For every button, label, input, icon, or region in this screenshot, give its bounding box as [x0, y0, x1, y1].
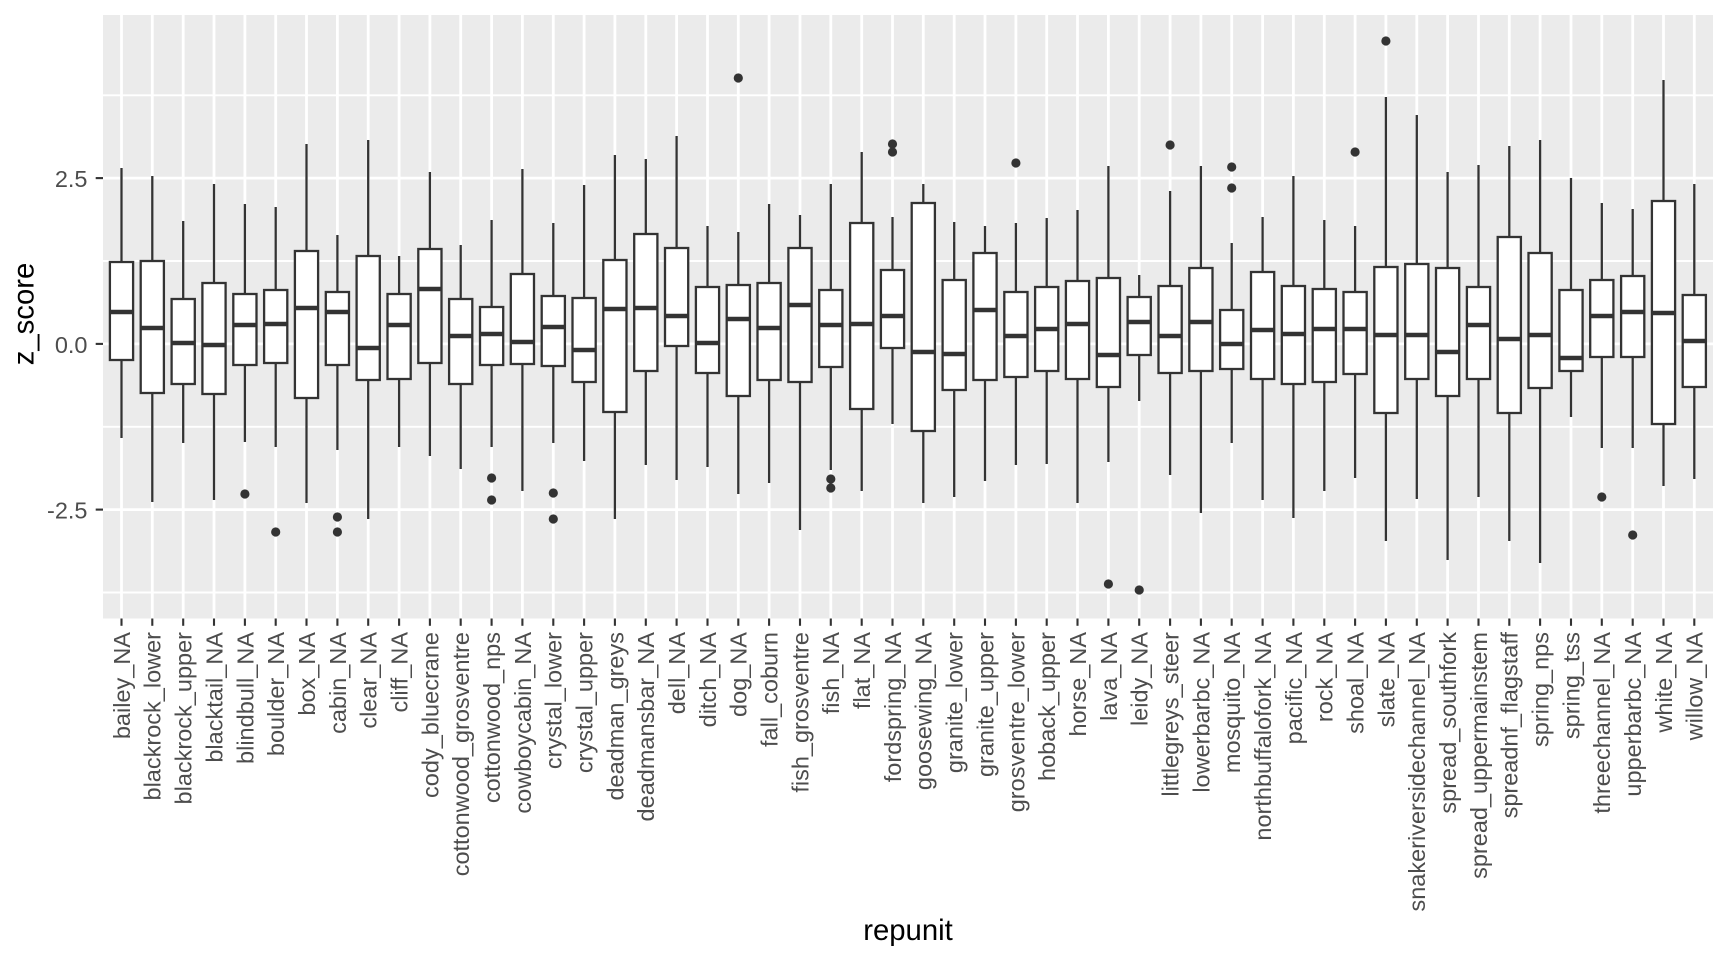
svg-text:flat_NA: flat_NA	[849, 632, 875, 709]
svg-text:deadmansbar_NA: deadmansbar_NA	[633, 632, 659, 822]
svg-text:boulder_NA: boulder_NA	[263, 632, 289, 756]
svg-text:willow_NA: willow_NA	[1682, 632, 1708, 742]
svg-text:rock_NA: rock_NA	[1312, 632, 1338, 722]
svg-text:cottonwood_grosventre: cottonwood_grosventre	[448, 632, 474, 876]
svg-text:spring_tss: spring_tss	[1558, 632, 1584, 739]
svg-text:fall_coburn: fall_coburn	[757, 632, 783, 747]
svg-text:spread_uppermainstem: spread_uppermainstem	[1466, 632, 1492, 879]
svg-text:repunit: repunit	[863, 914, 953, 947]
svg-text:cody_bluecrane: cody_bluecrane	[417, 632, 443, 798]
svg-text:snakeriversidechannel_NA: snakeriversidechannel_NA	[1404, 632, 1430, 912]
svg-text:threechannel_NA: threechannel_NA	[1589, 632, 1615, 814]
svg-text:horse_NA: horse_NA	[1065, 632, 1091, 737]
svg-text:slate_NA: slate_NA	[1373, 632, 1399, 728]
svg-text:lava_NA: lava_NA	[1096, 632, 1122, 721]
svg-text:blackrock_upper: blackrock_upper	[171, 632, 197, 805]
svg-text:hoback_upper: hoback_upper	[1034, 632, 1060, 781]
svg-text:deadman_greys: deadman_greys	[602, 632, 628, 801]
svg-text:blackrock_lower: blackrock_lower	[140, 632, 166, 801]
svg-text:granite_upper: granite_upper	[972, 632, 998, 777]
svg-text:crystal_lower: crystal_lower	[541, 632, 567, 769]
svg-text:blacktail_NA: blacktail_NA	[201, 632, 227, 763]
svg-text:mosquito_NA: mosquito_NA	[1219, 632, 1245, 773]
svg-text:white_NA: white_NA	[1651, 632, 1677, 734]
svg-text:upperbarbc_NA: upperbarbc_NA	[1620, 632, 1646, 797]
svg-text:pacific_NA: pacific_NA	[1281, 632, 1307, 745]
svg-text:cowboycabin_NA: cowboycabin_NA	[510, 632, 536, 814]
svg-text:0.0: 0.0	[55, 332, 88, 358]
svg-text:dell_NA: dell_NA	[664, 632, 690, 715]
svg-text:clear_NA: clear_NA	[356, 632, 382, 729]
svg-text:granite_lower: granite_lower	[942, 632, 968, 773]
svg-text:fish_NA: fish_NA	[818, 632, 844, 715]
svg-text:z_score: z_score	[8, 263, 41, 366]
svg-text:box_NA: box_NA	[294, 632, 320, 716]
svg-text:fish_grosventre: fish_grosventre	[787, 632, 813, 793]
svg-text:littlegreys_steer: littlegreys_steer	[1158, 632, 1184, 797]
svg-text:ditch_NA: ditch_NA	[695, 632, 721, 728]
svg-text:bailey_NA: bailey_NA	[109, 632, 135, 739]
svg-text:goosewing_NA: goosewing_NA	[911, 632, 937, 790]
svg-text:lowerbarbc_NA: lowerbarbc_NA	[1188, 632, 1214, 793]
svg-text:fordspring_NA: fordspring_NA	[880, 632, 906, 783]
svg-text:spread_southfork: spread_southfork	[1435, 632, 1461, 814]
svg-text:spring_nps: spring_nps	[1528, 632, 1554, 747]
svg-text:2.5: 2.5	[55, 166, 88, 192]
svg-text:leidy_NA: leidy_NA	[1127, 632, 1153, 726]
svg-text:blindbull_NA: blindbull_NA	[232, 632, 258, 764]
svg-text:spreadnf_flagstaff: spreadnf_flagstaff	[1497, 632, 1523, 819]
svg-text:shoal_NA: shoal_NA	[1343, 632, 1369, 734]
svg-text:cliff_NA: cliff_NA	[387, 632, 413, 713]
svg-text:dog_NA: dog_NA	[726, 632, 752, 717]
svg-text:crystal_upper: crystal_upper	[572, 632, 598, 773]
svg-text:grosventre_lower: grosventre_lower	[1003, 632, 1029, 812]
svg-text:cabin_NA: cabin_NA	[325, 632, 351, 734]
svg-text:northbuffalofork_NA: northbuffalofork_NA	[1250, 632, 1276, 841]
svg-text:-2.5: -2.5	[47, 498, 88, 524]
svg-text:cottonwood_nps: cottonwood_nps	[479, 632, 505, 803]
